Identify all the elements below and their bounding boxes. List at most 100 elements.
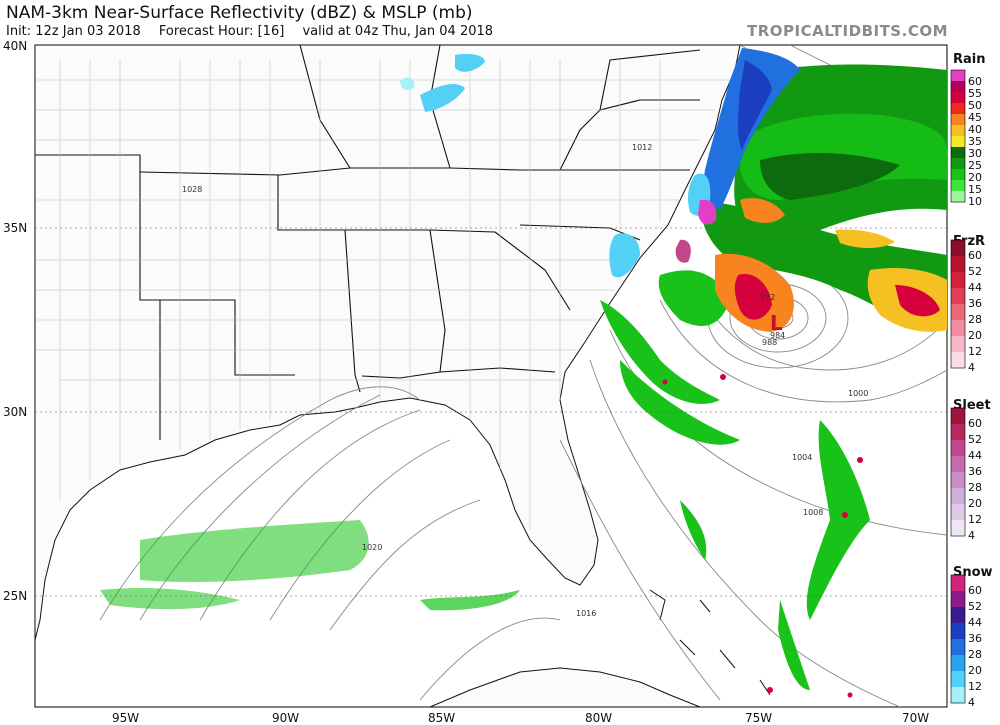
- land-bahamas: [649, 589, 771, 696]
- colorbar-swatch: [951, 169, 965, 181]
- colorbar-tick-label: 15: [968, 183, 982, 196]
- colorbar-swatch: [951, 103, 965, 115]
- colorbar-swatch: [951, 92, 965, 104]
- colorbar-swatch: [951, 655, 965, 672]
- colorbar-tick-label: 20: [968, 664, 982, 677]
- isobar-label: 1000: [848, 389, 868, 398]
- showers: [100, 300, 870, 690]
- colorbar-tick-label: 30: [968, 147, 982, 160]
- colorbar-tick-label: 60: [968, 249, 982, 262]
- isobar-label: 1016: [576, 609, 596, 618]
- colorbar-swatch: [951, 472, 965, 489]
- graticule: [35, 227, 947, 597]
- colorbar-swatch: [951, 352, 965, 369]
- county-lines: [35, 60, 730, 530]
- colorbar-frame: [950, 407, 966, 537]
- colorbar-tick-label: 36: [968, 632, 982, 645]
- colorbar-swatch: [951, 114, 965, 126]
- low-pressure-marker: L: [770, 311, 783, 335]
- land-cuba: [429, 667, 701, 707]
- colorbar-tick-label: 40: [968, 123, 982, 136]
- isobar-label: 972: [760, 293, 775, 302]
- colorbar-tick-label: 60: [968, 584, 982, 597]
- mix-band: [675, 199, 717, 263]
- lon-label: 70W: [902, 711, 929, 725]
- colorbar-tick-label: 28: [968, 313, 982, 326]
- colorbar-swatch: [951, 320, 965, 337]
- colorbar-swatch: [951, 180, 965, 192]
- colorbar-swatch: [951, 591, 965, 608]
- colorbar-swatch: [951, 125, 965, 137]
- colorbar-swatch: [951, 191, 965, 203]
- colorbar-swatch: [951, 304, 965, 321]
- colorbar-tick-label: 12: [968, 513, 982, 526]
- colorbar-tick-label: 12: [968, 680, 982, 693]
- legend-colorbars: Rain6055504540353025201510FrzR6052443628…: [950, 52, 993, 709]
- lat-label: 30N: [3, 405, 27, 419]
- colorbar-swatch: [951, 424, 965, 441]
- colorbar-tick-label: 60: [968, 75, 982, 88]
- colorbar-swatch: [951, 607, 965, 624]
- colorbar-tick-label: 4: [968, 529, 975, 542]
- lon-label: 90W: [272, 711, 299, 725]
- colorbar-swatch: [951, 456, 965, 473]
- land-us: [35, 45, 741, 641]
- colorbar-swatch: [951, 440, 965, 457]
- colorbar-swatch: [951, 240, 965, 257]
- isobar-label: 1004: [792, 453, 812, 462]
- colorbar-swatch: [951, 623, 965, 640]
- colorbar-swatch: [951, 336, 965, 353]
- colorbar-swatch: [951, 671, 965, 688]
- run-info: Init: 12z Jan 03 2018 Forecast Hour: [16…: [6, 24, 507, 39]
- lat-label: 40N: [3, 39, 27, 53]
- colorbar-title-rain: Rain: [953, 52, 986, 67]
- colorbar-tick-label: 35: [968, 135, 982, 148]
- colorbar-tick-label: 12: [968, 345, 982, 358]
- colorbar-tick-label: 44: [968, 616, 982, 629]
- colorbar-swatch: [951, 272, 965, 289]
- lon-label: 80W: [585, 711, 612, 725]
- lat-label: 25N: [3, 589, 27, 603]
- isobar-label: 1008: [803, 508, 823, 517]
- colorbar-swatch: [951, 256, 965, 273]
- colorbar-tick-label: 36: [968, 297, 982, 310]
- colorbar-swatch: [951, 81, 965, 93]
- valid-time: valid at 04z Thu, Jan 04 2018: [302, 24, 494, 39]
- colorbar-tick-label: 10: [968, 195, 982, 208]
- colorbar-swatch: [951, 687, 965, 704]
- forecast-hour: Forecast Hour: [16]: [158, 24, 285, 39]
- rain-shield: [658, 64, 947, 332]
- colorbar-tick-label: 44: [968, 281, 982, 294]
- colorbar-swatch: [951, 136, 965, 148]
- colorbar-tick-label: 4: [968, 361, 975, 374]
- colorbar-tick-label: 55: [968, 87, 982, 100]
- colorbar-tick-label: 60: [968, 417, 982, 430]
- isobar-label: 1012: [632, 143, 652, 152]
- colorbar-tick-label: 52: [968, 265, 982, 278]
- colorbar-frame: [950, 574, 966, 704]
- colorbar-tick-label: 20: [968, 329, 982, 342]
- heavy-cells: [662, 374, 863, 698]
- colorbar-tick-label: 28: [968, 648, 982, 661]
- isobar-label: 984: [770, 331, 785, 340]
- colorbar-tick-label: 28: [968, 481, 982, 494]
- colorbar-swatch: [951, 70, 965, 82]
- colorbar-tick-label: 4: [968, 696, 975, 709]
- chart-title: NAM-3km Near-Surface Reflectivity (dBZ) …: [6, 3, 473, 23]
- colorbar-swatch: [951, 504, 965, 521]
- isobar-label: 1028: [182, 185, 202, 194]
- colorbar-swatch: [951, 639, 965, 656]
- colorbar-tick-label: 25: [968, 159, 982, 172]
- colorbar-frame: [950, 69, 966, 203]
- colorbar-swatch: [951, 408, 965, 425]
- colorbar-tick-label: 52: [968, 600, 982, 613]
- colorbar-swatch: [951, 488, 965, 505]
- colorbar-tick-label: 20: [968, 497, 982, 510]
- isobar-label: 1020: [362, 543, 382, 552]
- colorbar-swatch: [951, 147, 965, 159]
- colorbar-swatch: [951, 158, 965, 170]
- lon-label: 95W: [112, 711, 139, 725]
- colorbar-frame: [950, 239, 966, 369]
- init-time: Init: 12z Jan 03 2018: [6, 24, 141, 39]
